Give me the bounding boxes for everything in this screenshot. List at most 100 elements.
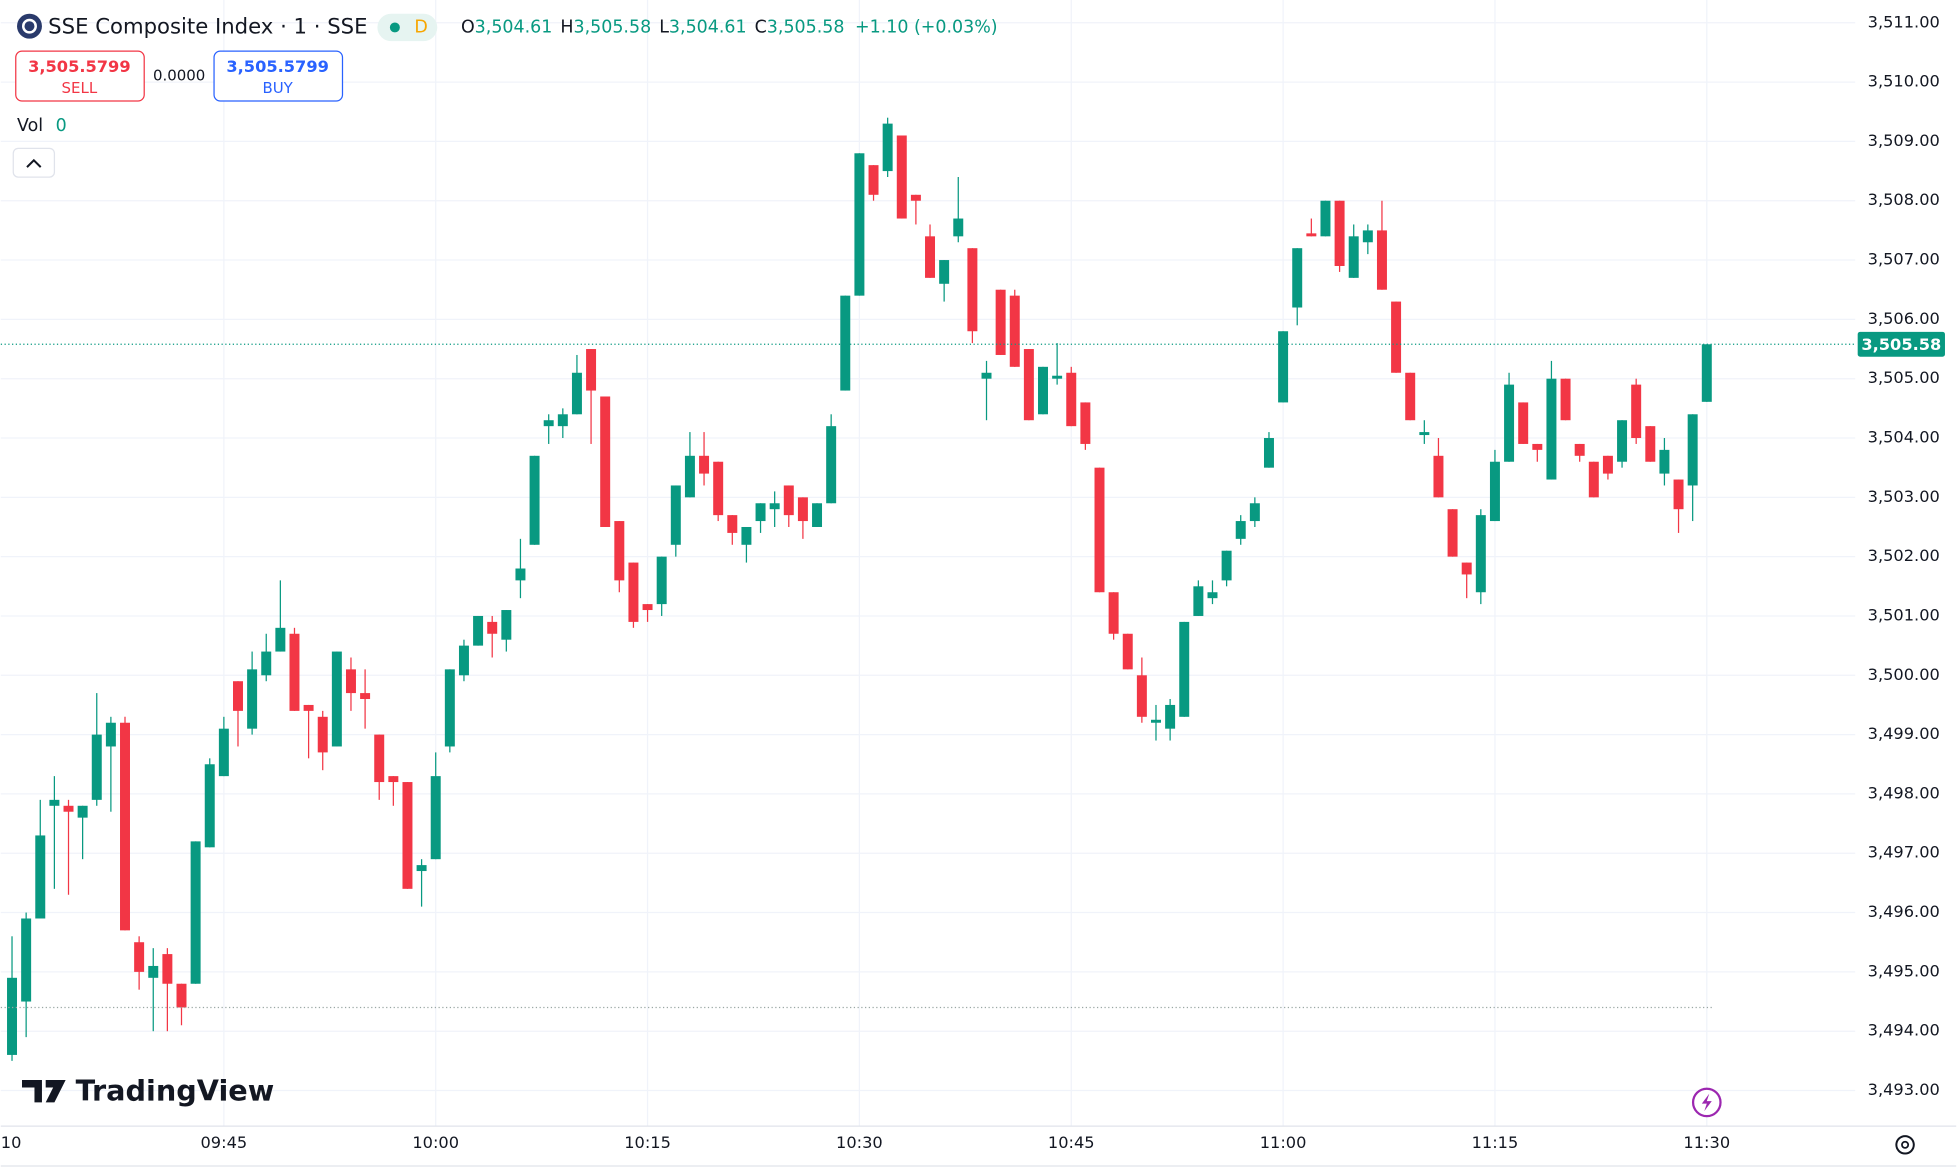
candle-body — [1235, 521, 1246, 539]
candle-body — [896, 135, 907, 219]
candle-body — [331, 651, 342, 747]
x-tick-label: 11:30 — [1683, 1133, 1730, 1152]
last-price-label: 3,505.58 — [1861, 335, 1941, 354]
x-tick-label: 11:00 — [1260, 1133, 1307, 1152]
candle-body — [204, 764, 215, 848]
candle-body — [741, 526, 752, 545]
candle-body — [473, 615, 484, 646]
candle-body — [939, 260, 950, 284]
candle-body — [727, 515, 738, 533]
o-label: O — [461, 17, 475, 37]
candle-body — [1108, 592, 1119, 634]
y-tick-label: 3,505.00 — [1868, 368, 1940, 387]
candle-body — [882, 123, 893, 172]
candle-body — [557, 414, 568, 427]
candle-body — [840, 295, 851, 391]
x-tick-label: 10:30 — [836, 1133, 883, 1152]
x-tick-label: 10:00 — [412, 1133, 459, 1152]
candle-body — [388, 776, 399, 783]
candle-body — [218, 728, 229, 777]
candle-body — [91, 734, 102, 800]
candle-body — [1433, 455, 1444, 498]
candle-body — [345, 669, 356, 694]
candle-body — [967, 248, 978, 332]
candle-body — [1066, 372, 1077, 427]
candle-body — [515, 568, 526, 581]
candle-body — [303, 704, 314, 711]
x-tick-label: 11:15 — [1472, 1133, 1519, 1152]
c-label: C — [755, 17, 767, 37]
ohlc-legend: O3,504.61 H3,505.58 L3,504.61 C3,505.58 … — [461, 17, 998, 37]
last-price-tag — [1857, 331, 1945, 357]
x-tick-label: 10 — [1, 1133, 22, 1152]
x-tick-label: 10:15 — [624, 1133, 671, 1152]
candle-body — [1546, 378, 1557, 480]
candle-body — [1306, 233, 1317, 237]
candle-body — [670, 485, 681, 545]
spread: 0.0000 — [153, 67, 205, 85]
buy-button[interactable] — [213, 50, 344, 102]
y-tick-label: 3,497.00 — [1868, 843, 1940, 862]
candle-body — [275, 627, 286, 652]
candle-body — [571, 372, 582, 415]
candle-body — [1151, 719, 1161, 723]
y-tick-label: 3,504.00 — [1868, 428, 1940, 447]
candle-body — [699, 455, 710, 474]
candle-body — [981, 372, 992, 379]
interval-badge: D — [414, 17, 427, 37]
candle-body — [1122, 633, 1133, 670]
candle-body — [190, 841, 201, 984]
y-tick-label: 3,509.00 — [1868, 131, 1940, 150]
candle-body — [1574, 443, 1585, 456]
candle-body — [1518, 402, 1529, 444]
settings-button[interactable] — [1895, 1135, 1915, 1155]
candle-body — [628, 562, 639, 622]
candle-body — [1419, 432, 1430, 436]
candle-body — [77, 805, 88, 818]
sell-price: 3,505.5799 — [28, 57, 131, 76]
y-tick-label: 3,502.00 — [1868, 546, 1940, 565]
candle-body — [360, 693, 371, 700]
y-tick-label: 3,500.00 — [1868, 665, 1940, 684]
candle-body — [289, 633, 300, 711]
candle-body — [769, 503, 780, 510]
symbol-title[interactable]: SSE Composite Index · 1 · SSE — [48, 13, 367, 38]
candle-body — [1038, 366, 1048, 415]
candle-body — [233, 681, 243, 711]
candle-body — [1645, 426, 1656, 462]
y-tick-label: 3,510.00 — [1868, 72, 1940, 91]
candle-body — [1701, 344, 1712, 402]
candle-body — [529, 455, 540, 545]
candle-body — [1461, 562, 1472, 575]
candle-body — [656, 556, 667, 605]
candle-body — [812, 503, 823, 527]
candle-body — [1475, 515, 1486, 593]
candle-body — [458, 645, 469, 676]
candle-body — [586, 349, 597, 391]
collapse-button[interactable] — [12, 147, 56, 178]
h-label: H — [560, 17, 573, 37]
buy-price: 3,505.5799 — [226, 57, 329, 76]
candle-body — [1376, 230, 1387, 290]
candle-body — [261, 651, 272, 676]
candle-body — [49, 799, 60, 806]
status-badge[interactable] — [377, 13, 438, 42]
sell-button[interactable] — [15, 50, 145, 102]
symbol-logo-mark — [21, 18, 37, 34]
y-tick-label: 3,511.00 — [1868, 12, 1940, 31]
candle-body — [1334, 200, 1345, 266]
y-tick-label: 3,499.00 — [1868, 724, 1940, 743]
y-tick-label: 3,503.00 — [1868, 487, 1940, 506]
candle-body — [1391, 301, 1402, 373]
candle-body — [684, 455, 695, 498]
candle-body — [1659, 449, 1670, 474]
candle-body — [1165, 704, 1176, 729]
candle-body — [374, 734, 385, 783]
y-tick-label: 3,495.00 — [1868, 961, 1940, 980]
candle-body — [868, 165, 879, 195]
candle-body — [317, 716, 328, 753]
candle-body — [995, 289, 1006, 355]
candle-body — [925, 236, 936, 278]
